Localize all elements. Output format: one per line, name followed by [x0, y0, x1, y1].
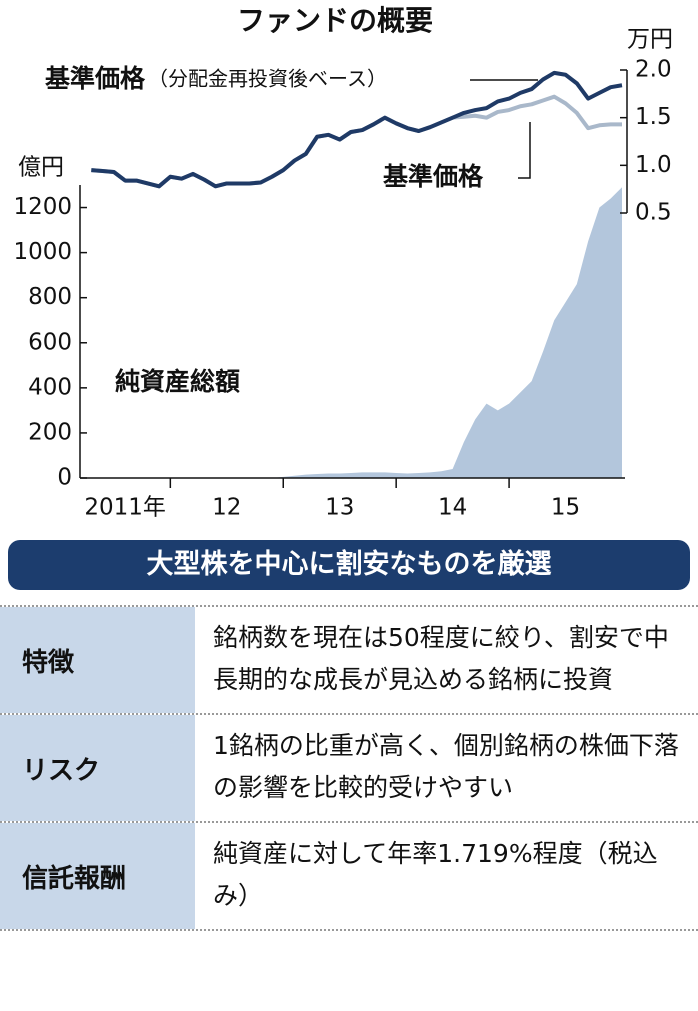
y-tick-label: 600 — [28, 329, 72, 355]
banner: 大型株を中心に割安なものを厳選 — [8, 540, 690, 590]
row-header: 特徴 — [0, 607, 195, 713]
y2-tick-label: 1.0 — [635, 152, 672, 178]
y2-tick-label: 2.0 — [635, 57, 672, 83]
line — [91, 70, 623, 189]
x-tick-label: 13 — [325, 495, 354, 521]
y-tick-label: 1000 — [13, 239, 72, 265]
row-header: リスク — [0, 715, 195, 821]
chart-title: ファンドの概要 — [237, 4, 433, 37]
table-row: リスク 1銘柄の比重が高く、個別銘柄の株価下落の影響を比較的受けやすい — [0, 713, 698, 821]
line — [91, 94, 622, 189]
y2-unit: 万円 — [627, 27, 673, 53]
series-label: 基準価格 — [45, 64, 146, 93]
y-tick-label: 0 — [57, 465, 72, 491]
x-tick-label: 2011年 — [84, 495, 166, 521]
y-unit: 億円 — [18, 155, 64, 181]
area — [91, 187, 622, 478]
y-tick-label: 400 — [28, 374, 72, 400]
y-tick-label: 800 — [28, 284, 72, 310]
row-text: 銘柄数を現在は50程度に絞り、割安で中長期的な成長が見込める銘柄に投資 — [213, 623, 669, 694]
y-tick-label: 200 — [28, 419, 72, 445]
table-row: 特徴 銘柄数を現在は50程度に絞り、割安で中長期的な成長が見込める銘柄に投資 — [0, 605, 698, 713]
row-text: 純資産に対して年率1.719%程度（税込み） — [213, 839, 658, 910]
series-label: 基準価格 — [383, 162, 484, 191]
y2-tick-label: 0.5 — [635, 200, 672, 226]
y2-tick-label: 1.5 — [635, 104, 672, 130]
series-note: （分配金再投資後ベース） — [148, 67, 387, 91]
leader-line — [518, 122, 531, 179]
x-tick-label: 12 — [212, 495, 241, 521]
x-tick-label: 14 — [438, 495, 467, 521]
table-row: 信託報酬 純資産に対して年率1.719%程度（税込み） — [0, 821, 698, 931]
row-header: 信託報酬 — [0, 823, 195, 929]
x-tick-label: 15 — [551, 495, 580, 521]
chart: ファンドの概要 億円 万円 基準価格 （分配金再投資後ベース） 基準価格 純資産… — [13, 4, 673, 521]
series-label: 純資産総額 — [115, 367, 240, 396]
row-text: 1銘柄の比重が高く、個別銘柄の株価下落の影響を比較的受けやすい — [213, 731, 679, 802]
y-tick-label: 1200 — [13, 194, 72, 220]
table: 特徴 銘柄数を現在は50程度に絞り、割安で中長期的な成長が見込める銘柄に投資 リスク… — [0, 605, 698, 931]
